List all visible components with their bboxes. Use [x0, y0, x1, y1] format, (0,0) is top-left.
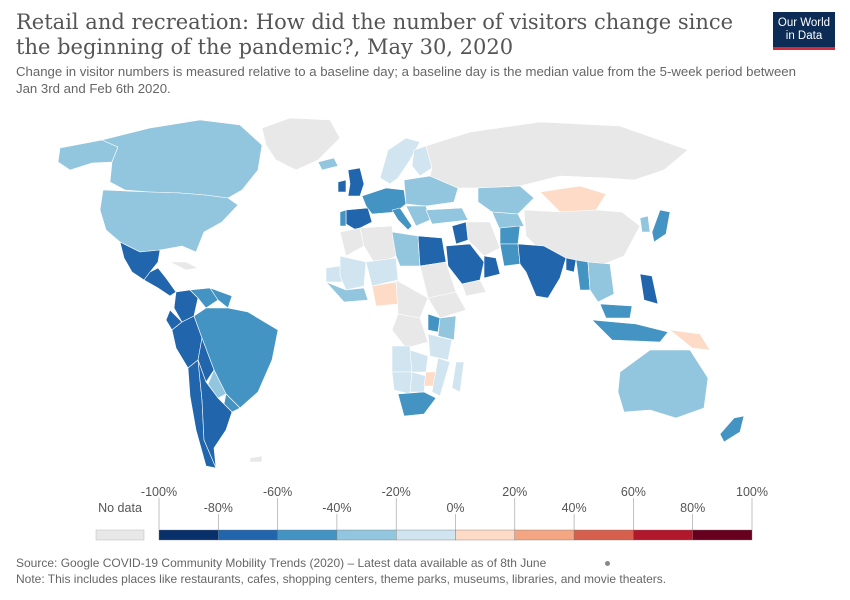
legend-bin-0[interactable] [158, 529, 219, 541]
region-central-africa[interactable] [395, 279, 429, 319]
region-libya[interactable] [391, 231, 421, 267]
region-united-kingdom[interactable] [347, 167, 365, 197]
chart-footer: Source: Google COVID-19 Community Mobili… [16, 555, 666, 587]
region-dr-congo[interactable] [391, 313, 429, 349]
legend-no-data-label: No data [98, 501, 142, 515]
region-central-asia[interactable] [491, 211, 525, 231]
region-turkey[interactable] [425, 207, 469, 225]
region-western-europe[interactable] [361, 187, 407, 215]
region-gulf-states[interactable] [483, 255, 501, 279]
owid-logo[interactable]: Our World in Data [773, 12, 835, 50]
chart-title: Retail and recreation: How did the numbe… [16, 10, 734, 59]
legend-label-lower-0: -80% [204, 501, 233, 515]
region-senegal[interactable] [325, 265, 343, 283]
region-malaysia[interactable] [599, 303, 633, 319]
note: Note: This includes places like restaura… [16, 572, 667, 586]
region-mongolia[interactable] [539, 185, 607, 213]
region-indonesia[interactable] [591, 319, 669, 343]
region-pakistan[interactable] [499, 243, 521, 267]
region-venezuela[interactable] [189, 287, 219, 309]
legend-bin-5[interactable] [455, 529, 515, 541]
legend-bin-6[interactable] [514, 529, 575, 541]
region-argentina[interactable] [197, 359, 233, 469]
legend-label-lower-3: 40% [562, 501, 587, 515]
region-madagascar[interactable] [451, 361, 465, 393]
region-bangladesh[interactable] [565, 257, 577, 273]
legend-label-lower-1: -40% [322, 501, 351, 515]
region-alaska[interactable] [57, 139, 119, 171]
region-philippines[interactable] [639, 273, 659, 305]
region-australia[interactable] [617, 349, 709, 419]
region-japan[interactable] [651, 209, 671, 243]
region-iceland[interactable] [317, 157, 339, 171]
logo-line-1: Our World [777, 17, 831, 29]
legend-label-upper-0: -100% [141, 485, 177, 499]
region-nigeria[interactable] [371, 281, 399, 307]
legend-bin-9[interactable] [692, 529, 753, 541]
region-united-states[interactable] [99, 189, 239, 253]
legend-bin-1[interactable] [218, 529, 278, 541]
legend-bin-8[interactable] [633, 529, 693, 541]
region-ireland[interactable] [337, 179, 347, 193]
region-tanzania[interactable] [427, 333, 453, 361]
source-note: Source: Google COVID-19 Community Mobili… [16, 556, 547, 570]
region-zambia[interactable] [409, 349, 429, 373]
region-india[interactable] [517, 243, 567, 299]
color-legend: No data -100% -60% -20% 20% 60% 100% -80% -40%… [95, 485, 768, 541]
region-afghanistan[interactable] [499, 225, 521, 245]
region-west-africa-coast[interactable] [325, 281, 369, 303]
region-botswana[interactable] [409, 371, 427, 393]
legend-bin-4[interactable] [396, 529, 456, 541]
legend-bin-3[interactable] [336, 529, 397, 541]
region-angola[interactable] [391, 345, 413, 373]
region-yemen[interactable] [461, 279, 487, 297]
region-kenya[interactable] [437, 315, 457, 341]
region-papua-new-guinea[interactable] [669, 329, 711, 351]
region-korea[interactable] [639, 215, 651, 233]
region-new-zealand[interactable] [719, 415, 745, 443]
legend-label-lower-2: 0% [446, 501, 464, 515]
region-spain[interactable] [345, 207, 373, 231]
legend-no-data-swatch [95, 529, 145, 541]
legend-label-upper-3: 20% [502, 485, 527, 499]
footer-dot-icon [605, 561, 610, 566]
region-greenland[interactable] [261, 117, 341, 171]
region-mozambique[interactable] [431, 357, 451, 397]
region-morocco[interactable] [339, 227, 365, 257]
chart-subtitle: Change in visitor numbers is measured re… [16, 64, 796, 96]
region-egypt[interactable] [417, 235, 447, 267]
region-antarctic-islands[interactable] [249, 455, 263, 463]
region-finland[interactable] [411, 145, 433, 177]
legend-bin-7[interactable] [573, 529, 634, 541]
region-canada[interactable] [101, 119, 263, 199]
legend-label-upper-2: -20% [382, 485, 411, 499]
region-portugal[interactable] [339, 209, 347, 227]
region-ethiopia[interactable] [427, 291, 467, 319]
region-italy[interactable] [391, 207, 413, 231]
legend-bin-2[interactable] [277, 529, 338, 541]
region-mali[interactable] [339, 255, 367, 291]
legend-label-upper-1: -60% [263, 485, 292, 499]
legend-label-lower-4: 80% [680, 501, 705, 515]
logo-line-2: in Data [785, 30, 823, 42]
region-southeast-asia[interactable] [587, 261, 615, 303]
region-namibia[interactable] [391, 371, 413, 395]
region-central-america[interactable] [143, 267, 177, 297]
region-south-africa[interactable] [397, 391, 437, 417]
region-niger[interactable] [365, 257, 399, 287]
legend-label-upper-5: 100% [736, 485, 768, 499]
region-cuba[interactable] [169, 261, 199, 271]
region-iraq[interactable] [451, 221, 469, 245]
legend-label-upper-4: 60% [621, 485, 646, 499]
region-russia[interactable] [425, 121, 689, 189]
region-uganda[interactable] [427, 313, 441, 333]
world-map [57, 117, 745, 469]
